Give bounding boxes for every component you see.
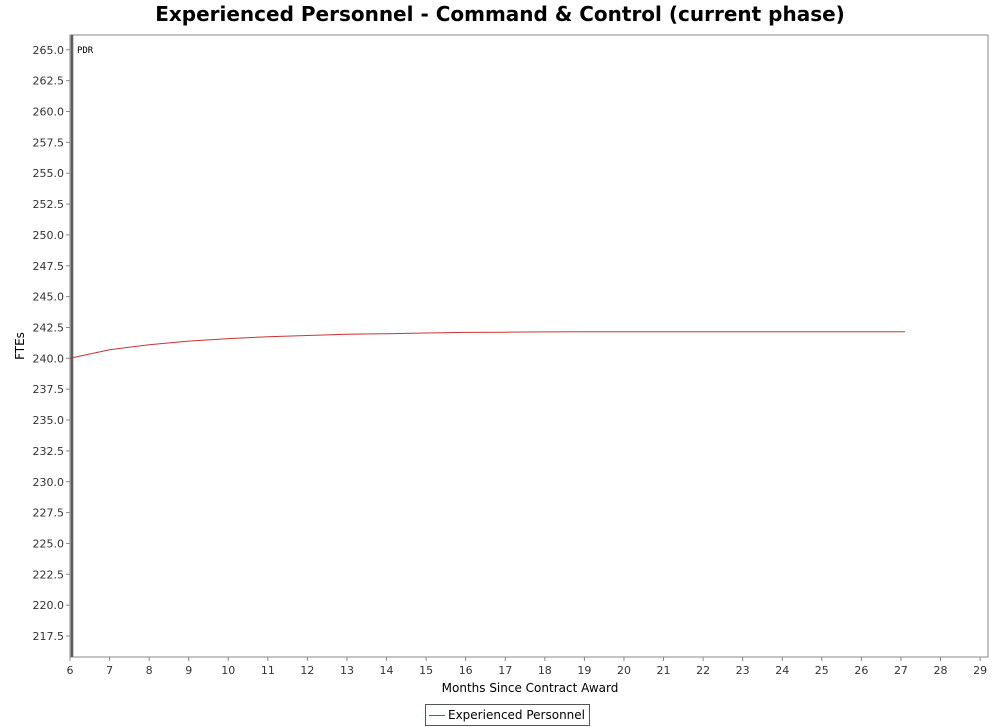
legend-swatch	[429, 714, 445, 716]
x-tick-label: 29	[973, 664, 987, 677]
y-axis-label: FTEs	[13, 332, 27, 360]
x-tick-label: 9	[185, 664, 192, 677]
y-tick-label: 225.0	[33, 537, 65, 550]
y-tick-label: 255.0	[33, 167, 65, 180]
y-tick-label: 260.0	[33, 106, 65, 119]
chart-title: Experienced Personnel - Command & Contro…	[155, 2, 845, 26]
x-tick-label: 7	[106, 664, 113, 677]
x-tick-label: 27	[894, 664, 908, 677]
y-tick-label: 222.5	[33, 568, 65, 581]
y-tick-label: 235.0	[33, 414, 65, 427]
legend-label: Experienced Personnel	[448, 708, 585, 722]
series-line-experienced-personnel	[69, 331, 905, 359]
x-axis: 6 7 8 9 10 11 12 13 14 15 16 17 18 19 20 21 22 23 24 25 26 27…	[67, 657, 987, 677]
x-tick-label: 14	[380, 664, 394, 677]
y-tick-label: 232.5	[33, 445, 65, 458]
x-tick-label: 22	[696, 664, 710, 677]
y-tick-label: 247.5	[33, 260, 65, 273]
x-tick-label: 24	[775, 664, 789, 677]
x-tick-label: 6	[67, 664, 74, 677]
x-tick-label: 26	[854, 664, 868, 677]
y-tick-label: 262.5	[33, 75, 65, 88]
milestone-marker-label: PDR	[77, 46, 94, 56]
y-tick-label: 240.0	[33, 352, 65, 365]
x-axis-label: Months Since Contract Award	[442, 681, 619, 695]
y-tick-label: 245.0	[33, 291, 65, 304]
x-tick-label: 23	[736, 664, 750, 677]
x-tick-label: 8	[146, 664, 153, 677]
y-tick-label: 237.5	[33, 383, 65, 396]
y-tick-label: 242.5	[33, 321, 65, 334]
y-tick-label: 252.5	[33, 198, 65, 211]
y-axis: 217.5 220.0 222.5 225.0 227.5 230.0 232.5 235.0…	[33, 44, 70, 643]
series-layer	[69, 331, 905, 359]
y-tick-label: 257.5	[33, 136, 65, 149]
x-tick-label: 13	[340, 664, 354, 677]
x-tick-label: 12	[300, 664, 314, 677]
x-tick-label: 21	[657, 664, 671, 677]
y-tick-label: 217.5	[33, 630, 65, 643]
marker-layer: PDR	[70, 35, 94, 657]
y-tick-label: 230.0	[33, 476, 65, 489]
y-tick-label: 220.0	[33, 599, 65, 612]
x-tick-label: 17	[498, 664, 512, 677]
x-tick-label: 28	[934, 664, 948, 677]
plot-area	[69, 34, 989, 658]
x-tick-label: 15	[419, 664, 433, 677]
x-tick-label: 25	[815, 664, 829, 677]
x-tick-label: 19	[577, 664, 591, 677]
x-tick-label: 11	[261, 664, 275, 677]
y-tick-label: 265.0	[33, 44, 65, 57]
legend: Experienced Personnel	[425, 704, 590, 726]
x-tick-label: 16	[459, 664, 473, 677]
y-tick-label: 227.5	[33, 507, 65, 520]
x-tick-label: 10	[221, 664, 235, 677]
x-tick-label: 20	[617, 664, 631, 677]
x-tick-label: 18	[538, 664, 552, 677]
y-tick-label: 250.0	[33, 229, 65, 242]
